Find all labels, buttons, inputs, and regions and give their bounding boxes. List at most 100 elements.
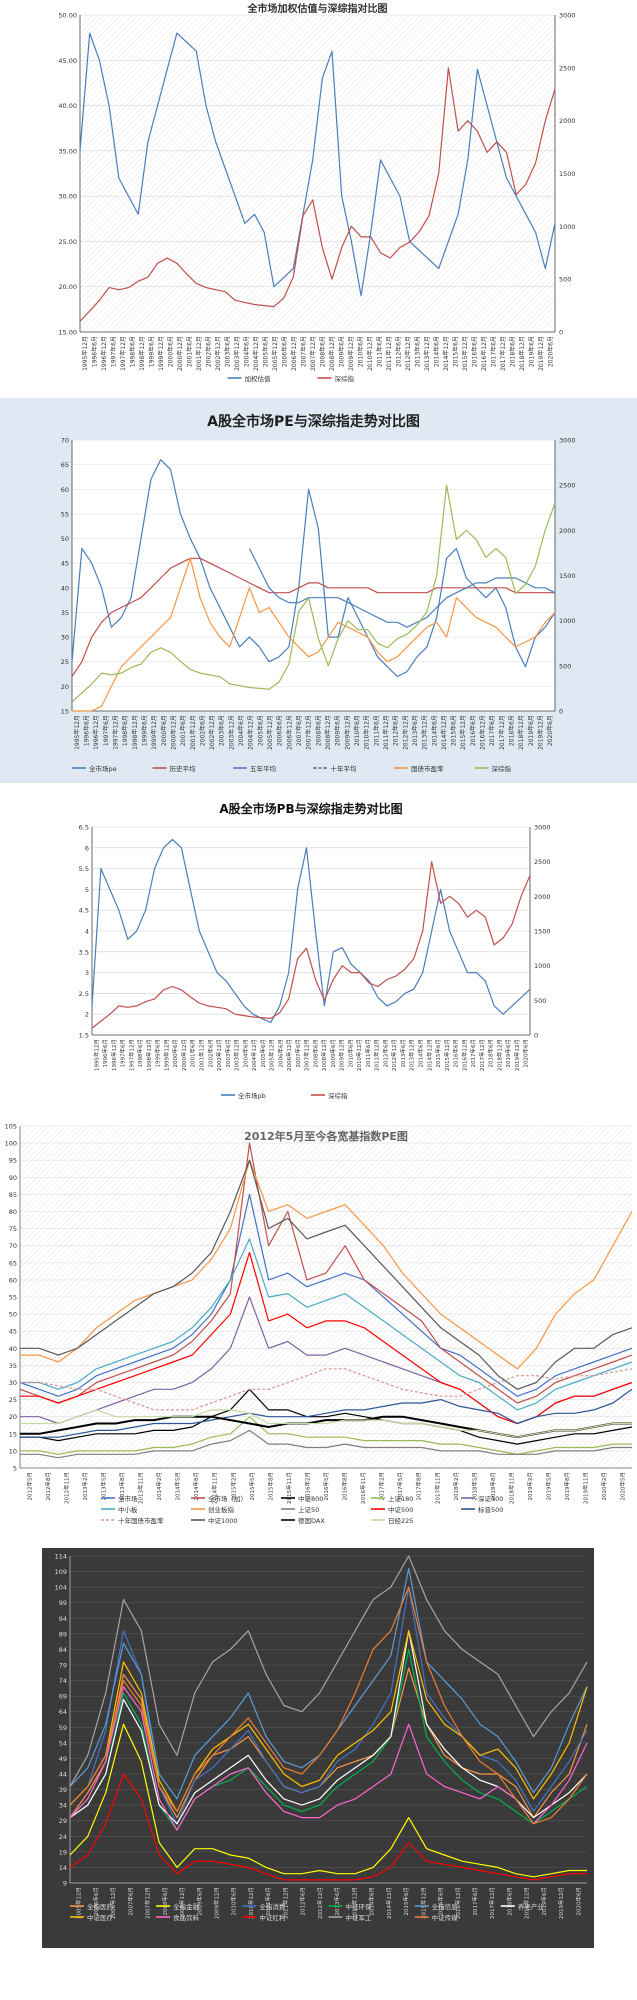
x-tick-label: 2006年12月 — [285, 1039, 293, 1071]
x-tick-label: 2014年12月 — [385, 1887, 393, 1919]
y-left-tick-label: 5 — [13, 1465, 17, 1473]
legend-item: 中证红利 — [242, 1913, 285, 1922]
legend-item: 历史平均 — [152, 764, 196, 773]
y-left-tick-label: 40 — [61, 584, 69, 592]
series-line-10 — [20, 1368, 633, 1411]
x-tick-label: 2008年12月 — [178, 1887, 186, 1919]
x-tick-label: 2007年12月 — [303, 1039, 311, 1071]
x-tick-label: 1997年6月 — [119, 1039, 127, 1068]
x-tick-label: 2013年6月 — [333, 1887, 341, 1916]
y-left-tick-label: 84 — [59, 1646, 67, 1654]
legend-item: 深证100 — [461, 1494, 503, 1503]
x-tick-label: 2006年6月 — [276, 715, 284, 746]
legend-item: 全指信息 — [414, 1902, 458, 1911]
x-tick-label: 2017年12月 — [478, 1039, 486, 1071]
x-tick-label: 2012年6月 — [392, 715, 400, 746]
y-left-tick-label: 4.5 — [79, 907, 89, 915]
x-tick-label: 2012年5月 — [25, 1472, 33, 1501]
y-right-tick-label: 2000 — [534, 893, 551, 901]
y-left-tick-label: 35.00 — [58, 147, 77, 155]
y-left-tick-label: 35 — [61, 609, 69, 617]
y-left-tick-label: 3 — [85, 969, 89, 977]
x-tick-label: 2015年8月 — [266, 1472, 274, 1501]
x-tick-label: 2020年6月 — [522, 1039, 530, 1068]
y-right-tick-label: 500 — [534, 997, 546, 1005]
y-left-tick-label: 10 — [9, 1447, 17, 1455]
y-right-tick-label: 3000 — [534, 824, 551, 832]
y-left-tick-label: 114 — [55, 1553, 67, 1561]
x-tick-label: 2018年12月 — [523, 1887, 531, 1919]
legend-item: 中证军工 — [328, 1913, 372, 1922]
x-tick-label: 1995年12月 — [73, 715, 81, 750]
legend-label: 中小板 — [118, 1505, 138, 1514]
y-left-tick-label: 65 — [9, 1259, 17, 1267]
y-right-tick-label: 1500 — [559, 572, 576, 580]
x-tick-label: 1997年12月 — [111, 715, 119, 750]
x-tick-label: 2001年12月 — [189, 715, 197, 750]
x-tick-label: 2004年6月 — [241, 1039, 249, 1068]
x-tick-label: 1997年6月 — [102, 715, 110, 746]
legend-item: 全市场（加） — [191, 1494, 247, 1503]
y-right-tick-label: 3000 — [559, 12, 576, 20]
plot-area — [70, 1556, 587, 1883]
x-tick-label: 2010年12月 — [355, 1039, 363, 1071]
x-tick-label: 2016年6月 — [452, 1039, 460, 1068]
y-left-tick-label: 5 — [85, 886, 89, 894]
x-tick-label: 2010年6月 — [346, 1039, 354, 1068]
y-left-tick-label: 90 — [9, 1174, 17, 1182]
x-tick-label: 2014年12月 — [442, 336, 450, 371]
x-tick-label: 2012年12月 — [316, 1887, 324, 1919]
x-tick-label: 2020年6月 — [546, 715, 554, 746]
legend-label: 全指金融 — [173, 1902, 200, 1911]
legend-label: 中证红利 — [259, 1913, 285, 1922]
legend-item: 中证800 — [281, 1494, 323, 1503]
x-tick-label: 2006年6月 — [276, 1039, 284, 1068]
legend-label: 五年平均 — [250, 764, 277, 773]
x-tick-label: 1996年6月 — [82, 715, 90, 746]
y-left-tick-label: 94 — [59, 1615, 67, 1623]
x-tick-label: 2011年12月 — [385, 336, 393, 371]
series-line-7 — [69, 1686, 588, 1831]
x-tick-label: 2003年12月 — [227, 715, 235, 750]
y-right-tick-label: 2500 — [559, 64, 576, 72]
y-left-tick-label: 74 — [59, 1677, 67, 1685]
x-tick-label: 2016年5月 — [322, 1472, 330, 1501]
legend-label: 深综指 — [328, 1091, 348, 1100]
y-right-tick-label: 0 — [534, 1032, 538, 1040]
y-left-tick-label: 59 — [59, 1724, 67, 1732]
x-tick-label: 2001年6月 — [179, 715, 187, 746]
x-tick-label: 2005年12月 — [271, 336, 279, 371]
y-left-tick-label: 44 — [59, 1771, 67, 1779]
y-left-tick-label: 69 — [59, 1693, 67, 1701]
legend-item: 德国DAX — [281, 1516, 325, 1525]
series-line-6 — [20, 1159, 633, 1370]
x-tick-label: 2006年6月 — [280, 336, 288, 367]
y-right-tick-label: 2500 — [534, 858, 551, 866]
series-line-3 — [20, 1416, 632, 1455]
chart-3-svg: A股全市场PB与深综指走势对比图 1.5 2 2.5 3 3.5 4 4.5 5 5.5 6 6.5 0… — [79, 801, 551, 1100]
y-right-tick-label: 1000 — [559, 223, 576, 231]
y-left-tick-label: 85 — [9, 1191, 17, 1199]
x-tick-label: 2009年12月 — [347, 336, 355, 371]
series-line-0 — [91, 838, 531, 1024]
x-tick-label: 2000年12月 — [180, 1039, 188, 1071]
legend-item: 五年平均 — [233, 764, 277, 773]
x-tick-label: 2010年6月 — [230, 1887, 238, 1916]
x-tick-label: 2017年12月 — [499, 336, 507, 371]
x-tick-label: 2014年11月 — [211, 1472, 219, 1504]
x-tick-label: 2017年12月 — [488, 1887, 496, 1919]
chart-title: 2012年5月至今各宽基指数PE图 — [244, 1129, 408, 1143]
x-tick-label: 2000年12月 — [169, 715, 177, 750]
x-tick-label: 2018年6月 — [487, 1039, 495, 1068]
x-tick-label: 2005年6月 — [256, 715, 264, 746]
x-tick-label: 2010年12月 — [363, 715, 371, 750]
x-tick-label: 1996年12月 — [92, 715, 100, 750]
x-tick-label: 2004年12月 — [247, 715, 255, 750]
x-tick-label: 2020年5月 — [619, 1472, 627, 1501]
x-tick-label: 2015年12月 — [459, 715, 467, 750]
legend-item: 全指医药 — [70, 1902, 114, 1911]
x-tick-label: 2016年12月 — [460, 1039, 468, 1071]
x-tick-label: 2002年12月 — [214, 336, 222, 371]
x-tick-label: 2016年6月 — [437, 1887, 445, 1916]
chart-1-svg: 全市场加权估值与深综指对比图 15.00 20.00 25.00 30.00 35.00 4… — [58, 2, 576, 383]
